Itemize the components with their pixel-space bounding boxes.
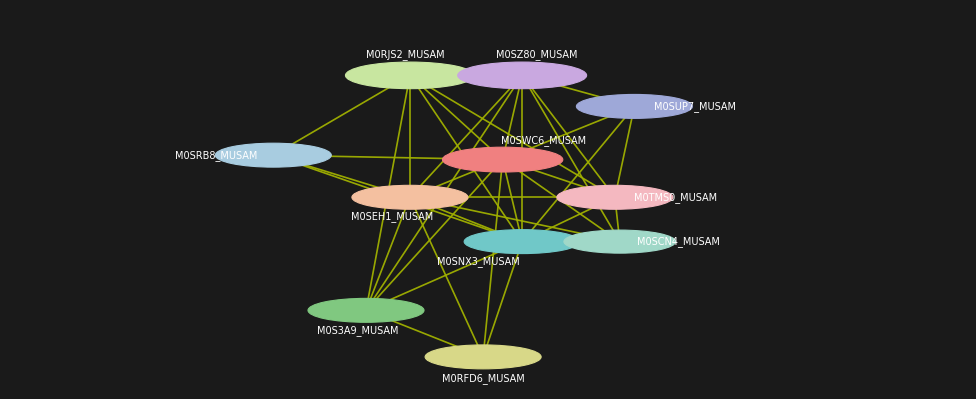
Ellipse shape: [564, 230, 675, 253]
Text: M0RFD6_MUSAM: M0RFD6_MUSAM: [442, 373, 524, 383]
Text: M0S3A9_MUSAM: M0S3A9_MUSAM: [317, 325, 399, 336]
Ellipse shape: [308, 298, 424, 322]
Text: M0SRB8_MUSAM: M0SRB8_MUSAM: [176, 150, 258, 161]
Text: M0SZ80_MUSAM: M0SZ80_MUSAM: [496, 49, 578, 59]
Ellipse shape: [458, 62, 587, 89]
Ellipse shape: [216, 143, 331, 167]
Ellipse shape: [346, 62, 474, 89]
Ellipse shape: [465, 230, 580, 254]
Ellipse shape: [442, 147, 563, 172]
Text: M0SNX3_MUSAM: M0SNX3_MUSAM: [437, 256, 519, 267]
Text: M0SEH1_MUSAM: M0SEH1_MUSAM: [351, 211, 433, 222]
Ellipse shape: [426, 345, 541, 369]
Ellipse shape: [577, 95, 692, 119]
Text: M0SUP7_MUSAM: M0SUP7_MUSAM: [654, 101, 736, 112]
Text: M0SCN4_MUSAM: M0SCN4_MUSAM: [637, 236, 719, 247]
Text: M0RJS2_MUSAM: M0RJS2_MUSAM: [366, 49, 444, 59]
Ellipse shape: [557, 185, 672, 209]
Text: M0TMS0_MUSAM: M0TMS0_MUSAM: [633, 192, 717, 203]
Text: M0SWC6_MUSAM: M0SWC6_MUSAM: [501, 136, 587, 146]
Ellipse shape: [352, 185, 468, 209]
